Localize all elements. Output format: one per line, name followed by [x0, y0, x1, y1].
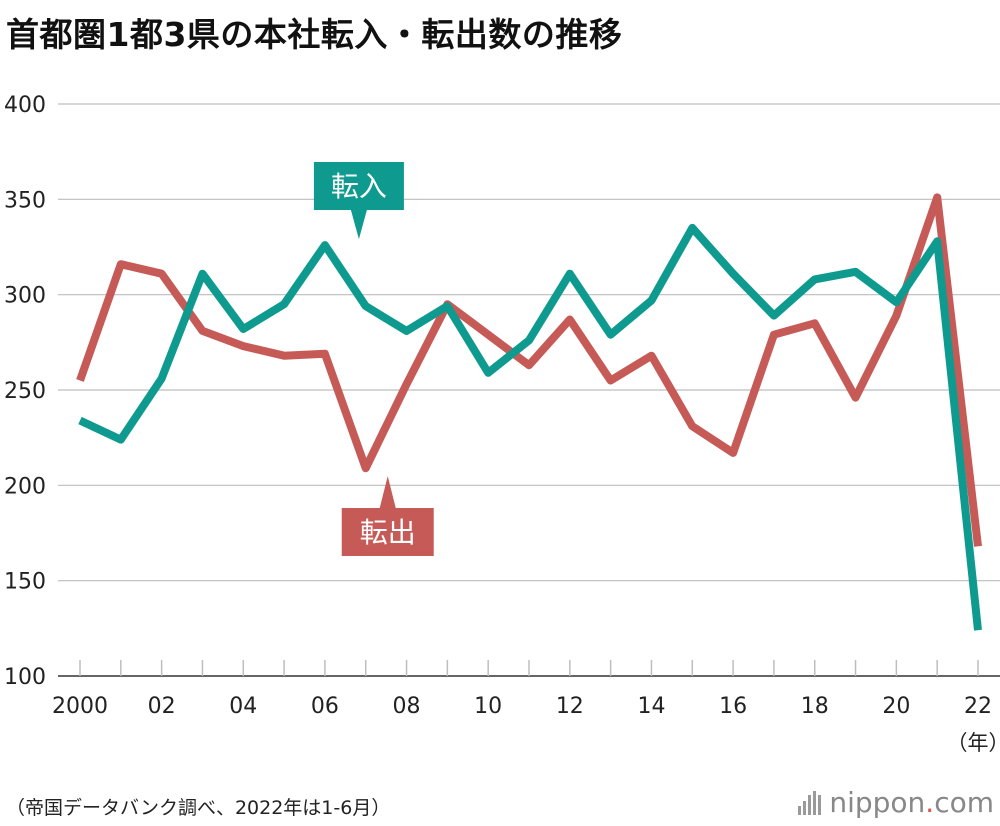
- series-line-inflow: [78, 223, 982, 631]
- line-chart: 100 150 200 250 300 350 400 2000 02 04 06 08 10 12 14…: [4, 93, 1000, 755]
- x-tick-label-2000: 2000: [52, 694, 108, 719]
- y-tick-label-200: 200: [4, 474, 46, 499]
- brand-suffix: com: [934, 786, 994, 819]
- x-tick-label-12: 12: [556, 694, 584, 719]
- y-tick-label-250: 250: [4, 379, 46, 404]
- callout-inflow-text: 転入: [331, 170, 387, 203]
- brand-dot: .: [925, 786, 935, 819]
- series-lines: [76, 193, 982, 631]
- brand-logo: nippon. com: [798, 786, 994, 819]
- series-line-outflow: [76, 193, 982, 547]
- y-tick-label-400: 400: [4, 93, 46, 118]
- x-axis-ticks: 2000 02 04 06 08 10 12 14 16 18 20 22 （年）: [52, 660, 1000, 755]
- callout-outflow-text: 転出: [360, 516, 416, 549]
- callout-inflow: 転入: [313, 162, 404, 240]
- chart-title: 首都圏1都3県の本社転入・転出数の推移: [6, 15, 623, 54]
- x-tick-label-02: 02: [148, 694, 176, 719]
- callout-inflow-pointer: [350, 210, 367, 240]
- y-tick-label-100: 100: [4, 665, 46, 690]
- callout-outflow: 転出: [341, 476, 434, 556]
- brand-name: nippon: [829, 786, 926, 819]
- callout-outflow-pointer: [379, 476, 396, 508]
- grid-lines: [58, 103, 1000, 677]
- x-tick-label-18: 18: [801, 694, 829, 719]
- x-tick-label-10: 10: [474, 694, 502, 719]
- logo-bars-icon: [798, 790, 822, 815]
- source-note: （帝国データバンク調べ、2022年は1-6月）: [6, 797, 391, 819]
- y-tick-label-350: 350: [4, 188, 46, 213]
- y-tick-label-300: 300: [4, 284, 46, 309]
- y-axis-ticks: 100 150 200 250 300 350 400: [4, 93, 46, 690]
- x-tick-label-22: 22: [964, 694, 992, 719]
- x-tick-label-16: 16: [719, 694, 747, 719]
- callout-outflow-box: [341, 508, 434, 556]
- y-tick-label-150: 150: [4, 570, 46, 595]
- callout-inflow-box: [313, 162, 404, 210]
- x-tick-label-14: 14: [637, 694, 665, 719]
- x-tick-label-20: 20: [882, 694, 910, 719]
- x-tick-label-04: 04: [229, 694, 257, 719]
- x-tick-label-06: 06: [311, 694, 339, 719]
- x-tick-label-08: 08: [393, 694, 421, 719]
- x-axis-unit-label: （年）: [947, 731, 1000, 755]
